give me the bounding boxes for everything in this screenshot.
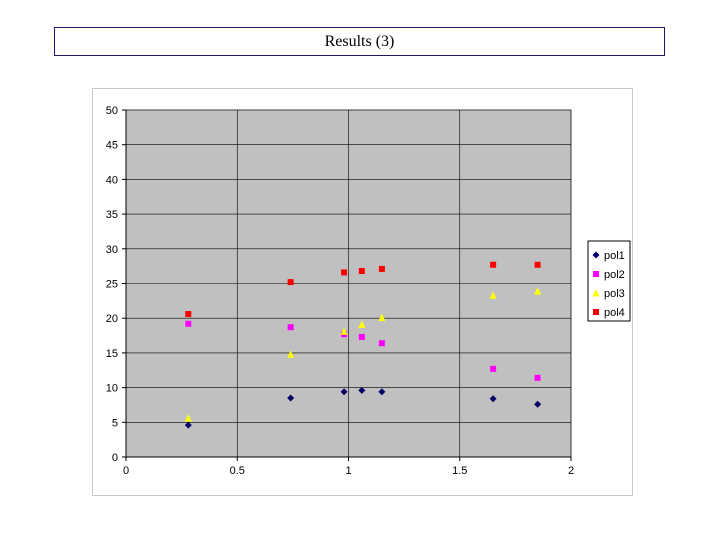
legend-pol2-marker [593,271,599,277]
pol3-point [287,350,295,358]
x-tick-label: 1 [345,465,351,477]
y-tick-label: 45 [106,140,118,152]
y-tick-label: 20 [106,313,118,325]
pol2-point [358,333,365,340]
pol2-point [490,365,497,372]
pol3-point [489,291,497,299]
x-tick-label: 0 [123,465,129,477]
pol3-point [358,320,366,328]
pol3-point [340,327,348,335]
pol4-point [185,311,192,318]
pol2-point [378,340,385,347]
legend-pol1-marker [592,251,600,259]
legend-pol3-marker [592,289,600,297]
pol1-point [378,388,386,396]
pol1-point [340,388,348,396]
y-tick-label: 5 [112,417,118,429]
pol4-point [534,261,541,268]
legend-pol4-label: pol4 [604,307,625,319]
pol3-point [184,414,192,422]
pol4-point [490,261,497,268]
chart-frame: 0 5 10 15 20 25 30 35 40 45 50 0 0.5 1 1.5 2 pol1 pol2 pol… [92,88,633,496]
pol4-point [287,279,294,286]
pol2-point [287,324,294,331]
y-tick-label: 50 [106,105,118,117]
legend-pol3-label: pol3 [604,288,625,300]
pol1-point [489,395,497,403]
legend-pol2-label: pol2 [604,269,625,281]
pol4-point [358,268,365,275]
pol3-point [534,287,542,295]
x-tick-label: 2 [568,465,574,477]
y-tick-label: 0 [112,452,118,464]
y-tick-label: 40 [106,174,118,186]
legend-pol4-marker [593,309,599,315]
x-tick-label: 1.5 [452,465,467,477]
pol3-point [378,313,386,322]
pol1-point [184,421,192,429]
pol4-point [341,269,348,276]
pol2-point [534,374,541,381]
y-tick-label: 15 [106,348,118,360]
y-tick-label: 25 [106,279,118,291]
y-tick-label: 30 [106,244,118,256]
pol1-point [287,394,295,402]
slide-title-box: Results (3) [54,27,665,56]
y-tick-label: 10 [106,383,118,395]
scatter-chart: 0 5 10 15 20 25 30 35 40 45 50 0 0.5 1 1.5 2 pol1 pol2 pol… [106,105,631,477]
pol1-point [534,400,542,408]
slide-title: Results (3) [324,32,395,50]
legend-pol1-label: pol1 [604,250,625,262]
pol4-point [378,265,385,272]
y-tick-label: 35 [106,209,118,221]
x-tick-label: 0.5 [230,465,245,477]
pol2-point [185,320,192,327]
pol1-point [358,386,366,394]
